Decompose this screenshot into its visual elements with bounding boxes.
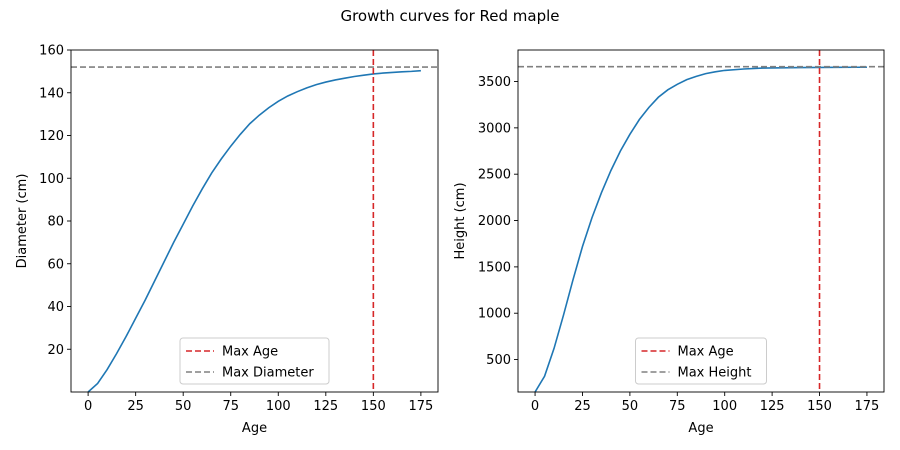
y-tick-label: 1000 <box>478 307 511 322</box>
x-tick-label: 100 <box>712 399 737 414</box>
y-tick-label: 120 <box>39 129 64 144</box>
x-tick-label: 100 <box>266 399 291 414</box>
subplot-1: 0 25 50 75 100 125 150 175 20 40 60 80 100 120 140 160 A… <box>15 44 439 436</box>
x-tick-label: 25 <box>127 399 144 414</box>
legend: Max Age Max Height <box>635 337 767 385</box>
x-tick-label: 25 <box>574 399 591 414</box>
x-tick-label: 150 <box>807 399 832 414</box>
y-tick-label: 140 <box>39 86 64 101</box>
y-tick-label: 500 <box>486 353 511 368</box>
legend: Max Age Max Diameter <box>179 337 330 385</box>
x-tick-label: 125 <box>313 399 338 414</box>
x-tick-label: 175 <box>855 399 880 414</box>
y-tick-label: 100 <box>39 172 64 187</box>
x-tick-label: 150 <box>361 399 386 414</box>
series-line-1 <box>534 66 867 392</box>
x-tick-label: 75 <box>669 399 686 414</box>
x-tick-label: 0 <box>84 399 92 414</box>
y-axis-label: Height (cm) <box>453 182 468 259</box>
y-tick-label: 2000 <box>478 214 511 229</box>
y-tick-label: 160 <box>39 44 64 59</box>
x-tick-label: 175 <box>408 399 433 414</box>
x-tick-label: 50 <box>175 399 192 414</box>
y-tick-label: 3000 <box>478 121 511 136</box>
legend-label: Max Diameter <box>222 366 314 381</box>
legend-label: Max Height <box>678 366 752 381</box>
x-tick-label: 75 <box>222 399 239 414</box>
figure-title: Growth curves for Red maple <box>340 7 559 25</box>
y-tick-label: 80 <box>47 215 64 230</box>
legend-label: Max Age <box>222 345 278 360</box>
series-line-1 <box>87 69 421 392</box>
y-tick-label: 3500 <box>478 75 511 90</box>
x-tick-label: 50 <box>622 399 639 414</box>
legend-label: Max Age <box>678 345 734 360</box>
legend-box <box>179 337 330 385</box>
x-axis-label: Age <box>242 421 267 436</box>
x-tick-label: 125 <box>760 399 785 414</box>
y-tick-label: 40 <box>47 300 64 315</box>
x-axis-label: Age <box>688 421 713 436</box>
subplot-2: 0 25 50 75 100 125 150 175 500 1000 1500 2000 2500 30… <box>453 49 885 436</box>
y-tick-label: 20 <box>47 343 64 358</box>
y-tick-label: 1500 <box>478 260 511 275</box>
y-axis-label: Diameter (cm) <box>15 174 30 269</box>
y-tick-label: 60 <box>47 257 64 272</box>
y-tick-label: 2500 <box>478 168 511 183</box>
legend-box <box>635 337 767 385</box>
x-tick-label: 0 <box>531 399 539 414</box>
axes-frame <box>517 49 885 393</box>
